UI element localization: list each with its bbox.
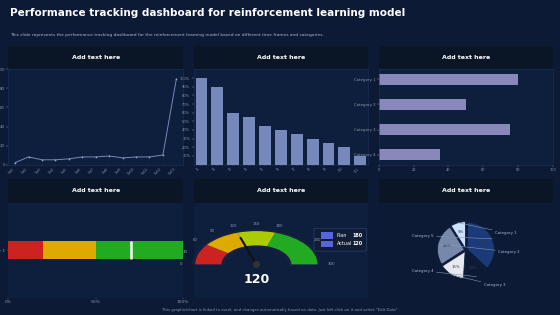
Text: 90: 90 xyxy=(210,229,214,233)
Text: This graphic/chart is linked to excel, and changes automatically based on data. : This graphic/chart is linked to excel, a… xyxy=(162,308,398,312)
Text: 60: 60 xyxy=(193,238,198,242)
Text: 9%: 9% xyxy=(458,230,464,234)
Text: 180: 180 xyxy=(352,233,362,238)
Text: 37%: 37% xyxy=(479,241,488,244)
Text: Add text here: Add text here xyxy=(256,55,305,60)
Text: Category 2: Category 2 xyxy=(438,244,520,254)
Bar xyxy=(321,241,333,247)
Wedge shape xyxy=(195,245,228,264)
Bar xyxy=(211,87,223,164)
Bar xyxy=(379,74,519,85)
Text: Category 1: Category 1 xyxy=(458,223,516,235)
Text: Add text here: Add text here xyxy=(72,188,120,193)
Wedge shape xyxy=(267,233,318,264)
Bar xyxy=(379,99,466,110)
Wedge shape xyxy=(437,227,464,264)
Text: Actual: Actual xyxy=(337,241,352,246)
Text: 0: 0 xyxy=(180,262,183,266)
Bar xyxy=(43,241,96,259)
Text: Category 4: Category 4 xyxy=(412,269,477,277)
Text: Add text here: Add text here xyxy=(72,55,120,60)
Wedge shape xyxy=(451,222,465,249)
Text: 120: 120 xyxy=(230,224,237,227)
Bar xyxy=(96,241,183,259)
Bar xyxy=(321,232,333,239)
Text: Add text here: Add text here xyxy=(256,188,305,193)
Text: This slide represents the performance tracking dashboard for the reinforcement l: This slide represents the performance tr… xyxy=(10,33,324,37)
Text: Category 5: Category 5 xyxy=(412,234,492,239)
Wedge shape xyxy=(442,251,465,278)
Text: 14%: 14% xyxy=(469,266,477,270)
Text: 120: 120 xyxy=(352,241,362,246)
Bar xyxy=(259,126,271,164)
Bar xyxy=(338,147,351,164)
Text: Add text here: Add text here xyxy=(442,188,490,193)
Bar xyxy=(243,117,255,164)
Bar xyxy=(323,143,334,164)
Bar xyxy=(8,241,43,259)
Bar xyxy=(354,156,366,164)
Bar xyxy=(227,113,239,164)
FancyBboxPatch shape xyxy=(314,228,366,251)
Bar xyxy=(379,149,440,160)
Bar xyxy=(291,134,302,164)
Bar xyxy=(307,139,319,164)
Text: Category 3: Category 3 xyxy=(451,275,505,287)
Wedge shape xyxy=(207,233,246,253)
Bar xyxy=(195,78,207,164)
Wedge shape xyxy=(465,252,486,278)
Text: 300: 300 xyxy=(328,262,335,266)
Wedge shape xyxy=(468,223,494,268)
Text: 15%: 15% xyxy=(452,265,460,269)
Bar xyxy=(379,124,510,135)
Text: 180: 180 xyxy=(276,224,283,227)
Bar xyxy=(275,130,287,164)
Text: Plan: Plan xyxy=(337,233,347,238)
Text: 25%: 25% xyxy=(443,244,451,248)
Text: Performance tracking dashboard for reinforcement learning model: Performance tracking dashboard for reinf… xyxy=(10,8,405,18)
Text: 150: 150 xyxy=(253,221,260,226)
Wedge shape xyxy=(237,231,276,246)
Text: Add text here: Add text here xyxy=(442,55,490,60)
Text: 240: 240 xyxy=(314,238,321,242)
Wedge shape xyxy=(192,229,321,264)
Text: 30: 30 xyxy=(183,250,188,254)
Text: 120: 120 xyxy=(243,273,269,286)
